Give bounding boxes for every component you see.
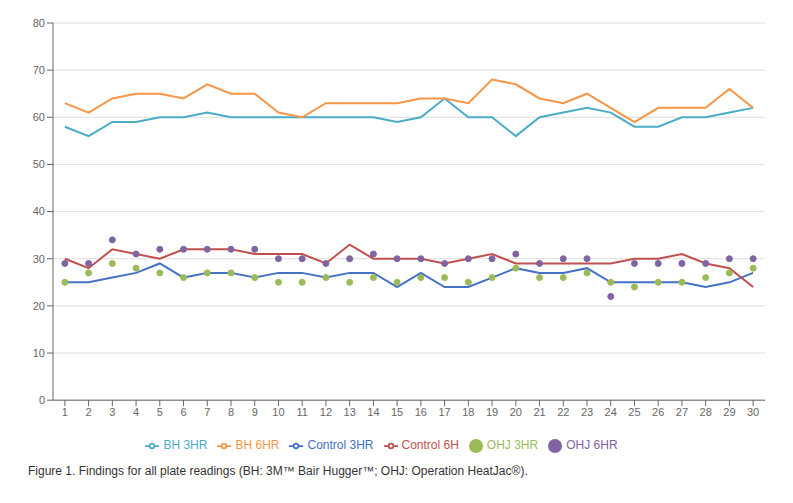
svg-text:50: 50 xyxy=(33,158,45,170)
svg-text:11: 11 xyxy=(296,406,307,418)
svg-text:14: 14 xyxy=(367,406,379,418)
html-text:BH 6HR: BH 6HR xyxy=(235,438,280,453)
html-text:Control 6H: Control 6H xyxy=(401,438,459,453)
svg-text:17: 17 xyxy=(438,406,450,418)
svg-text:20: 20 xyxy=(510,406,522,418)
svg-text:2: 2 xyxy=(86,406,92,418)
svg-text:21: 21 xyxy=(533,406,545,418)
svg-text:12: 12 xyxy=(320,406,332,418)
svg-text:9: 9 xyxy=(252,406,258,418)
svg-text:29: 29 xyxy=(723,406,735,418)
html-text:OHJ 3HR: OHJ 3HR xyxy=(486,438,539,453)
svg-text:10: 10 xyxy=(272,406,284,418)
svg-text:25: 25 xyxy=(628,406,640,418)
svg-text:0: 0 xyxy=(39,394,45,406)
svg-text:40: 40 xyxy=(33,205,45,217)
svg-text:22: 22 xyxy=(557,406,569,418)
svg-text:27: 27 xyxy=(676,406,688,418)
svg-text:70: 70 xyxy=(33,64,45,76)
html-text:Control 3HR: Control 3HR xyxy=(307,438,374,453)
svg-text:6: 6 xyxy=(180,406,186,418)
svg-text:28: 28 xyxy=(700,406,712,418)
svg-text:3: 3 xyxy=(109,406,115,418)
svg-text:5: 5 xyxy=(157,406,163,418)
svg-text:8: 8 xyxy=(228,406,234,418)
svg-text:7: 7 xyxy=(204,406,210,418)
svg-text:19: 19 xyxy=(486,406,498,418)
svg-text:1: 1 xyxy=(62,406,68,418)
svg-text:13: 13 xyxy=(344,406,356,418)
html-text:Figure 1. Findings for all pla: Figure 1. Findings for all plate reading… xyxy=(28,464,528,478)
svg-text:20: 20 xyxy=(33,300,45,312)
svg-text:15: 15 xyxy=(391,406,403,418)
html-text:OHJ 6HR: OHJ 6HR xyxy=(566,438,618,453)
svg-text:23: 23 xyxy=(581,406,593,418)
svg-text:30: 30 xyxy=(33,253,45,265)
svg-text:16: 16 xyxy=(415,406,427,418)
html-text:BH 3HR: BH 3HR xyxy=(163,438,208,453)
svg-text:26: 26 xyxy=(652,406,664,418)
svg-text:18: 18 xyxy=(462,406,474,418)
svg-text:30: 30 xyxy=(747,406,759,418)
svg-text:24: 24 xyxy=(605,406,617,418)
svg-text:4: 4 xyxy=(133,406,139,418)
svg-text:80: 80 xyxy=(33,17,45,29)
svg-text:60: 60 xyxy=(33,111,45,123)
svg-text:10: 10 xyxy=(33,347,45,359)
